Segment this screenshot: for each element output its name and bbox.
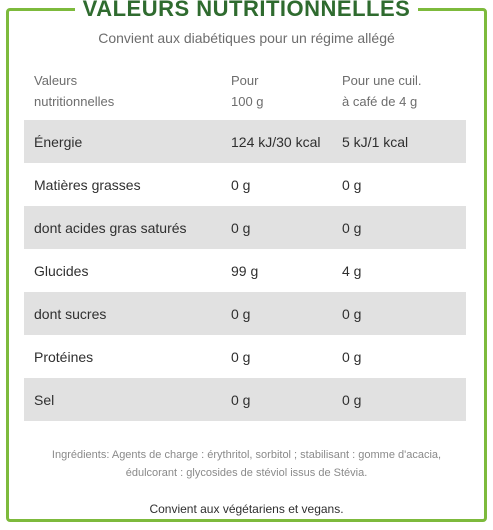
row-label: dont sucres: [34, 305, 107, 322]
table-row: dont sucres 0 g 0 g: [24, 292, 466, 335]
table-row: Matières grasses 0 g 0 g: [24, 163, 466, 206]
row-per100: 0 g: [231, 348, 251, 365]
table-row: Énergie 124 kJ/30 kcal 5 kJ/1 kcal: [24, 120, 466, 163]
row-label: Matières grasses: [34, 176, 141, 193]
nutrition-table: Valeurs nutritionnelles Pour 100 g Pour …: [24, 62, 466, 421]
row-per-spoon: 0 g: [342, 219, 362, 236]
row-per-spoon: 0 g: [342, 176, 362, 193]
row-per-spoon: 0 g: [342, 305, 362, 322]
header-col-per-spoon: Pour une cuil. à café de 4 g: [342, 70, 466, 112]
subtitle: Convient aux diabétiques pour un régime …: [98, 30, 395, 46]
page-title: VALEURS NUTRITIONNELLES: [0, 0, 493, 22]
row-per-spoon: 0 g: [342, 348, 362, 365]
header-col-per100-line2: 100 g: [231, 94, 264, 109]
row-label: Glucides: [34, 262, 89, 279]
row-per100: 0 g: [231, 305, 251, 322]
table-row: Protéines 0 g 0 g: [24, 335, 466, 378]
row-label: Énergie: [34, 133, 83, 150]
row-per100: 0 g: [231, 219, 251, 236]
table-header: Valeurs nutritionnelles Pour 100 g Pour …: [24, 62, 466, 120]
row-label: dont acides gras saturés: [34, 219, 187, 236]
row-label: Protéines: [34, 348, 94, 365]
header-col-per-spoon-line1: Pour une cuil.: [342, 73, 422, 88]
ingredients-line2: édulcorant : glycosides de stéviol issus…: [125, 467, 368, 479]
row-per100: 0 g: [231, 391, 251, 408]
table-row: dont acides gras saturés 0 g 0 g: [24, 206, 466, 249]
row-label: Sel: [34, 391, 55, 408]
header-col-per-spoon-line2: à café de 4 g: [342, 94, 418, 109]
table-row: Glucides 99 g 4 g: [24, 249, 466, 292]
row-per100: 0 g: [231, 176, 251, 193]
row-per-spoon: 4 g: [342, 262, 362, 279]
header-col-nutrients-line2: nutritionnelles: [34, 94, 115, 109]
header-col-nutrients: Valeurs nutritionnelles: [24, 70, 229, 112]
ingredients-text: Ingrédients: Agents de charge : érythrit…: [28, 446, 465, 482]
header-col-per100: Pour 100 g: [229, 70, 342, 112]
footer-note: Convient aux végétariens et vegans.: [149, 502, 344, 516]
row-per-spoon: 0 g: [342, 391, 362, 408]
header-col-per100-line1: Pour: [231, 73, 259, 88]
row-per100: 99 g: [231, 262, 259, 279]
row-per100: 124 kJ/30 kcal: [231, 133, 321, 150]
title-text: VALEURS NUTRITIONNELLES: [74, 0, 419, 21]
ingredients-line1: Ingrédients: Agents de charge : érythrit…: [51, 449, 442, 461]
header-col-nutrients-line1: Valeurs: [34, 73, 78, 88]
row-per-spoon: 5 kJ/1 kcal: [342, 133, 409, 150]
table-row: Sel 0 g 0 g: [24, 378, 466, 421]
